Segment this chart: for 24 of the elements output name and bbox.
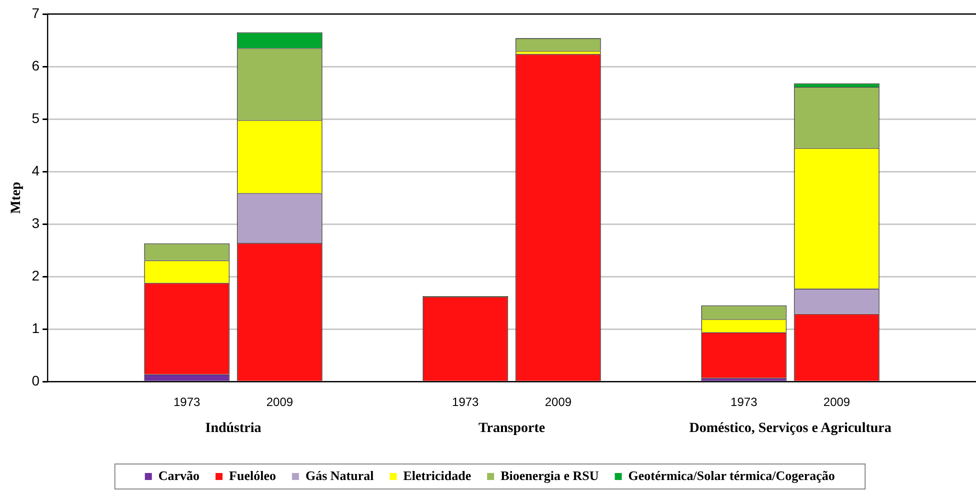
y-tick-label: 7 <box>32 4 40 21</box>
legend-label: Fuelóleo <box>229 468 276 483</box>
x-tick-label: 2009 <box>823 395 850 410</box>
legend-label: Geotérmica/Solar térmica/Cogeração <box>628 468 835 483</box>
y-tick-label: 1 <box>32 320 40 336</box>
text: Transporte <box>478 421 546 436</box>
y-tick-label: 5 <box>32 110 40 126</box>
y-tick-label: 3 <box>32 214 40 231</box>
legend-label: Bioenergia e RSU <box>500 468 600 483</box>
y-tick-label: 2 <box>32 267 40 284</box>
x-tick-label: 1973 <box>173 395 201 410</box>
legend-label: Carvão <box>158 468 200 483</box>
y-tick-label: 4 <box>32 162 40 178</box>
y-tick-label: 6 <box>32 57 40 74</box>
text: Indústria <box>205 421 262 436</box>
legend-label: Gás Natural <box>305 468 374 483</box>
text: Doméstico, Serviços e Agricultura <box>689 421 892 436</box>
x-tick-label: 1973 <box>730 395 758 410</box>
x-tick-label: 2009 <box>544 395 572 410</box>
x-tick-label: 2009 <box>266 395 294 410</box>
y-tick-label: 0 <box>32 372 40 388</box>
y-axis-title: Mtep <box>9 182 24 214</box>
legend-label: Eletricidade <box>403 468 472 483</box>
x-tick-label: 1973 <box>452 395 480 410</box>
